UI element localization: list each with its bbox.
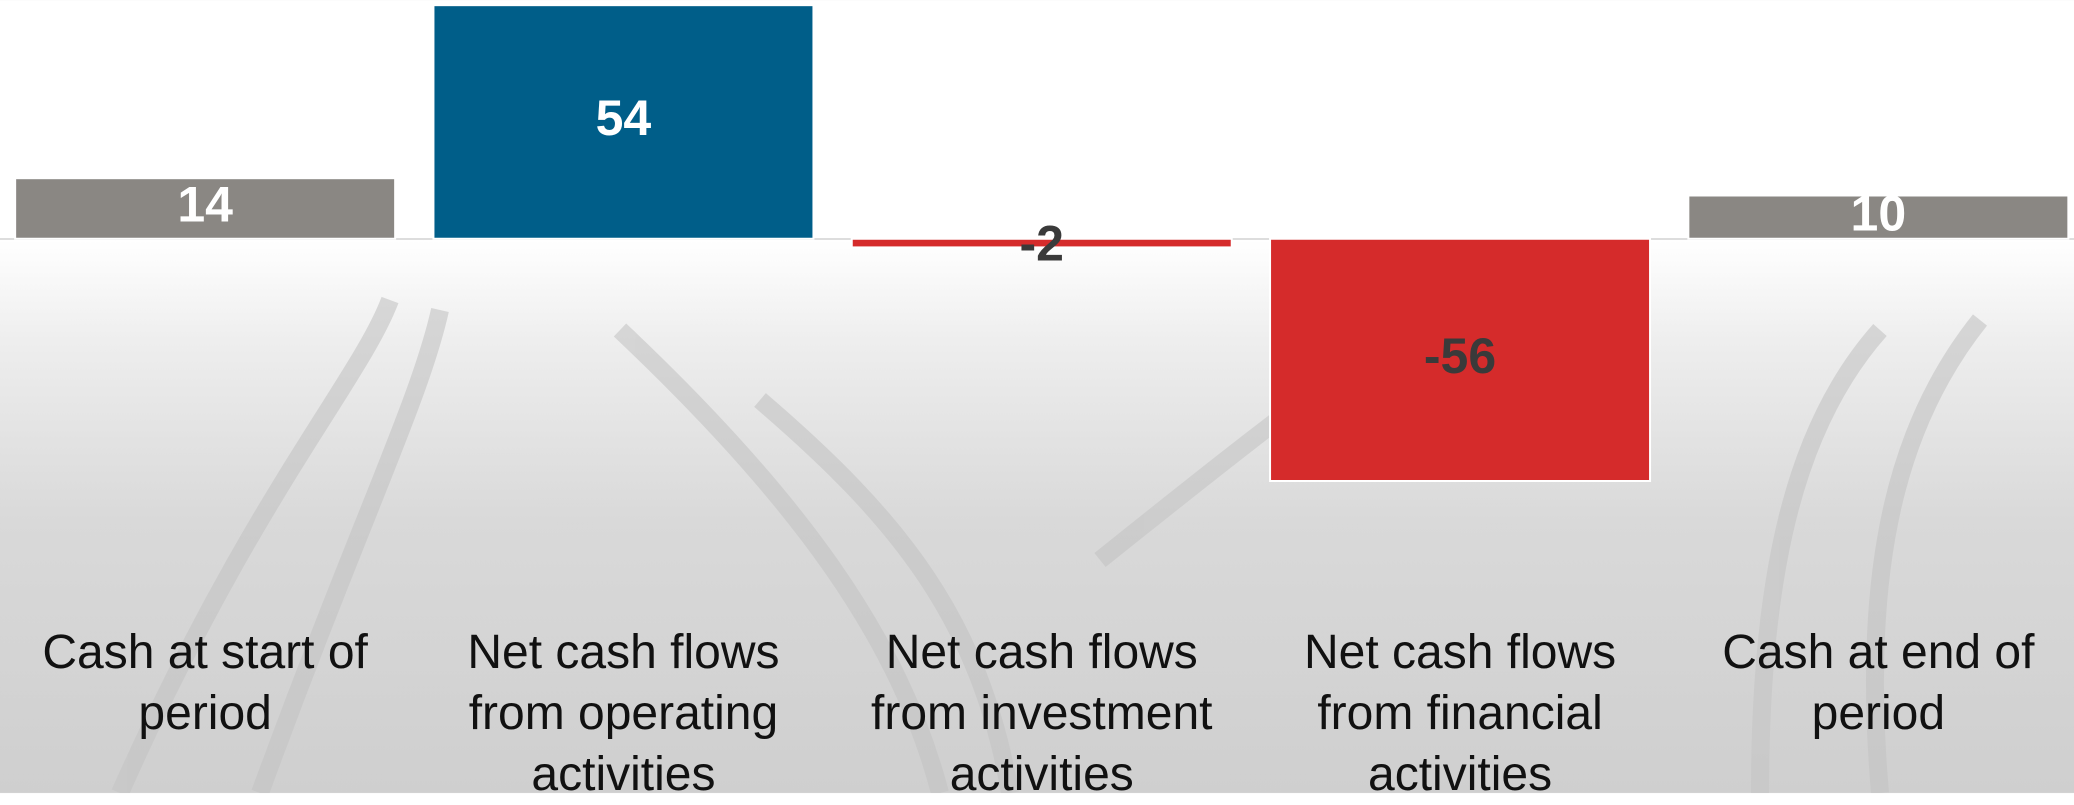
category-label: Net cash flows from financial activities: [1260, 622, 1660, 805]
category-label: Net cash flows from operating activities: [423, 622, 823, 805]
category-label: Cash at end of period: [1678, 622, 2074, 744]
value-label: -56: [1424, 328, 1496, 384]
page: 1454-2-5610 (() => { const data = JSON.p…: [0, 0, 2074, 793]
value-label: 14: [177, 177, 233, 233]
category-label: Net cash flows from investment activitie…: [842, 622, 1242, 805]
value-label: 54: [596, 90, 652, 146]
category-label: Cash at start of period: [5, 622, 405, 744]
value-label: -2: [1020, 215, 1064, 271]
value-label: 10: [1851, 185, 1907, 241]
